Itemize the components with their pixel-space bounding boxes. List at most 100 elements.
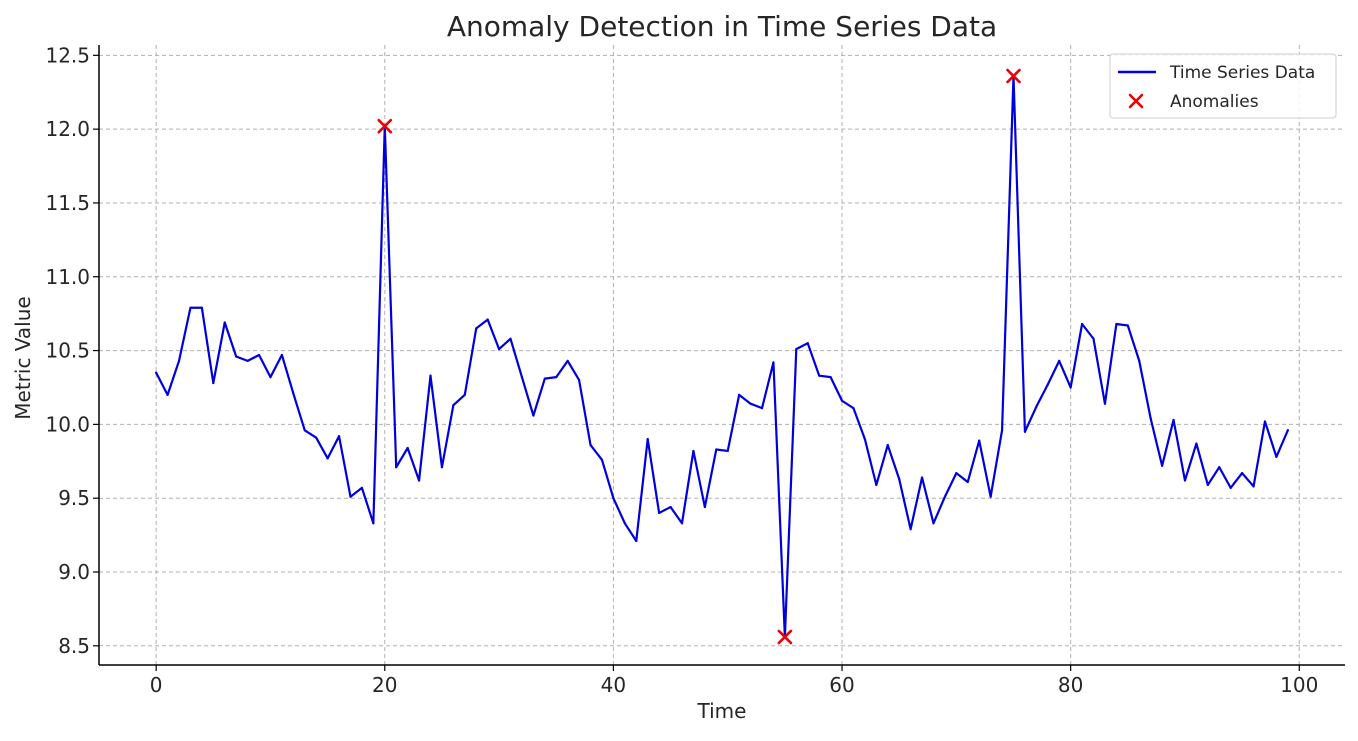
time-series-point xyxy=(372,522,375,525)
time-series-line xyxy=(155,74,1289,639)
time-series-point xyxy=(269,376,272,379)
time-series-point xyxy=(463,393,466,396)
time-series-point xyxy=(669,505,672,509)
time-series-point xyxy=(429,374,432,377)
legend-x-marker-icon xyxy=(1128,93,1144,109)
time-series-point xyxy=(1000,429,1004,432)
y-tick-label: 11.0 xyxy=(45,265,90,289)
time-series-point xyxy=(1058,359,1061,363)
anomaly-marker xyxy=(377,118,393,134)
x-tick-label: 20 xyxy=(372,673,397,697)
x-tick-label: 80 xyxy=(1058,673,1083,697)
time-series-point xyxy=(1080,322,1084,326)
time-series-point xyxy=(1069,386,1072,389)
time-series-point xyxy=(532,414,535,417)
x-axis-label: Time xyxy=(697,699,747,723)
time-series-point xyxy=(589,443,592,447)
series-layer xyxy=(155,74,1289,639)
time-series-point xyxy=(932,522,935,525)
y-tick-label: 10.5 xyxy=(45,339,90,363)
legend-frame xyxy=(1109,53,1337,119)
time-series-point xyxy=(1161,464,1164,467)
y-tick-label: 11.5 xyxy=(45,191,90,215)
time-series-point xyxy=(1046,383,1049,386)
time-series-point xyxy=(303,429,306,432)
y-tick-label: 12.0 xyxy=(45,117,90,141)
time-series-point xyxy=(1183,479,1187,482)
time-series-point xyxy=(1138,359,1141,363)
legend-label-time-series: Time Series Data xyxy=(1169,63,1315,83)
time-series-point xyxy=(543,377,546,380)
time-series-point xyxy=(612,497,615,500)
time-series-point xyxy=(1115,322,1118,326)
time-series-point xyxy=(738,393,741,396)
time-series-point xyxy=(155,371,158,374)
time-series-point xyxy=(326,457,329,460)
time-series-point xyxy=(989,495,992,498)
time-series-point xyxy=(749,402,752,405)
x-tick-label: 40 xyxy=(601,673,626,697)
axes xyxy=(93,45,1345,671)
time-series-point xyxy=(337,435,341,438)
time-series-point xyxy=(509,337,512,340)
time-series-point xyxy=(235,355,238,358)
time-series-point xyxy=(692,449,695,453)
anomaly-marker xyxy=(1006,68,1021,84)
time-series-point xyxy=(555,376,558,379)
time-series-point xyxy=(440,466,444,469)
time-series-point xyxy=(1092,337,1095,340)
time-series-point xyxy=(486,318,489,321)
anomaly-markers xyxy=(377,68,1021,645)
time-series-point xyxy=(292,392,295,395)
time-series-point xyxy=(1103,402,1107,405)
time-series-point xyxy=(955,471,958,475)
time-series-point xyxy=(760,407,764,410)
time-series-point xyxy=(1229,486,1232,489)
time-series-point xyxy=(806,342,809,345)
time-series-point xyxy=(257,353,261,357)
time-series-point xyxy=(417,479,421,482)
legend-label-anomalies: Anomalies xyxy=(1170,92,1259,112)
time-series-point xyxy=(189,306,192,309)
time-series-point xyxy=(715,448,718,451)
time-series-point xyxy=(795,347,798,351)
time-series-point xyxy=(1195,442,1198,445)
time-series-point xyxy=(1206,483,1209,487)
time-series-point xyxy=(658,511,661,515)
time-series-point xyxy=(875,483,878,487)
time-series-point xyxy=(475,327,478,330)
time-series-point xyxy=(578,378,581,382)
chart-title: Anomaly Detection in Time Series Data xyxy=(447,10,997,43)
time-series-point xyxy=(1035,405,1038,408)
time-series-point xyxy=(1252,485,1255,488)
time-series-point xyxy=(200,306,203,309)
time-series-point xyxy=(680,522,684,525)
time-series-point xyxy=(635,539,638,543)
y-tick-label: 9.0 xyxy=(58,560,90,584)
time-series-point xyxy=(360,486,364,489)
y-tick-label: 12.5 xyxy=(45,43,90,67)
time-series-point xyxy=(1149,417,1152,420)
time-series-point xyxy=(600,458,604,461)
time-series-point xyxy=(349,495,352,498)
time-series-point xyxy=(223,321,226,324)
time-series-point xyxy=(452,404,455,407)
time-series-point xyxy=(852,407,855,410)
time-series-point xyxy=(829,376,832,379)
x-tick-label: 100 xyxy=(1280,673,1318,697)
time-series-point xyxy=(406,446,409,450)
time-series-point xyxy=(315,436,318,439)
time-series-point xyxy=(520,376,524,379)
time-series-point xyxy=(1263,420,1267,423)
time-series-point xyxy=(1172,418,1175,422)
time-series-point xyxy=(863,438,866,441)
time-series-point xyxy=(920,476,924,479)
grid-lines xyxy=(99,45,1345,665)
time-series-point xyxy=(623,522,626,525)
time-series-point xyxy=(703,505,706,509)
time-series-point xyxy=(1023,430,1027,433)
time-series-point xyxy=(966,480,969,484)
time-series-point xyxy=(177,359,181,363)
